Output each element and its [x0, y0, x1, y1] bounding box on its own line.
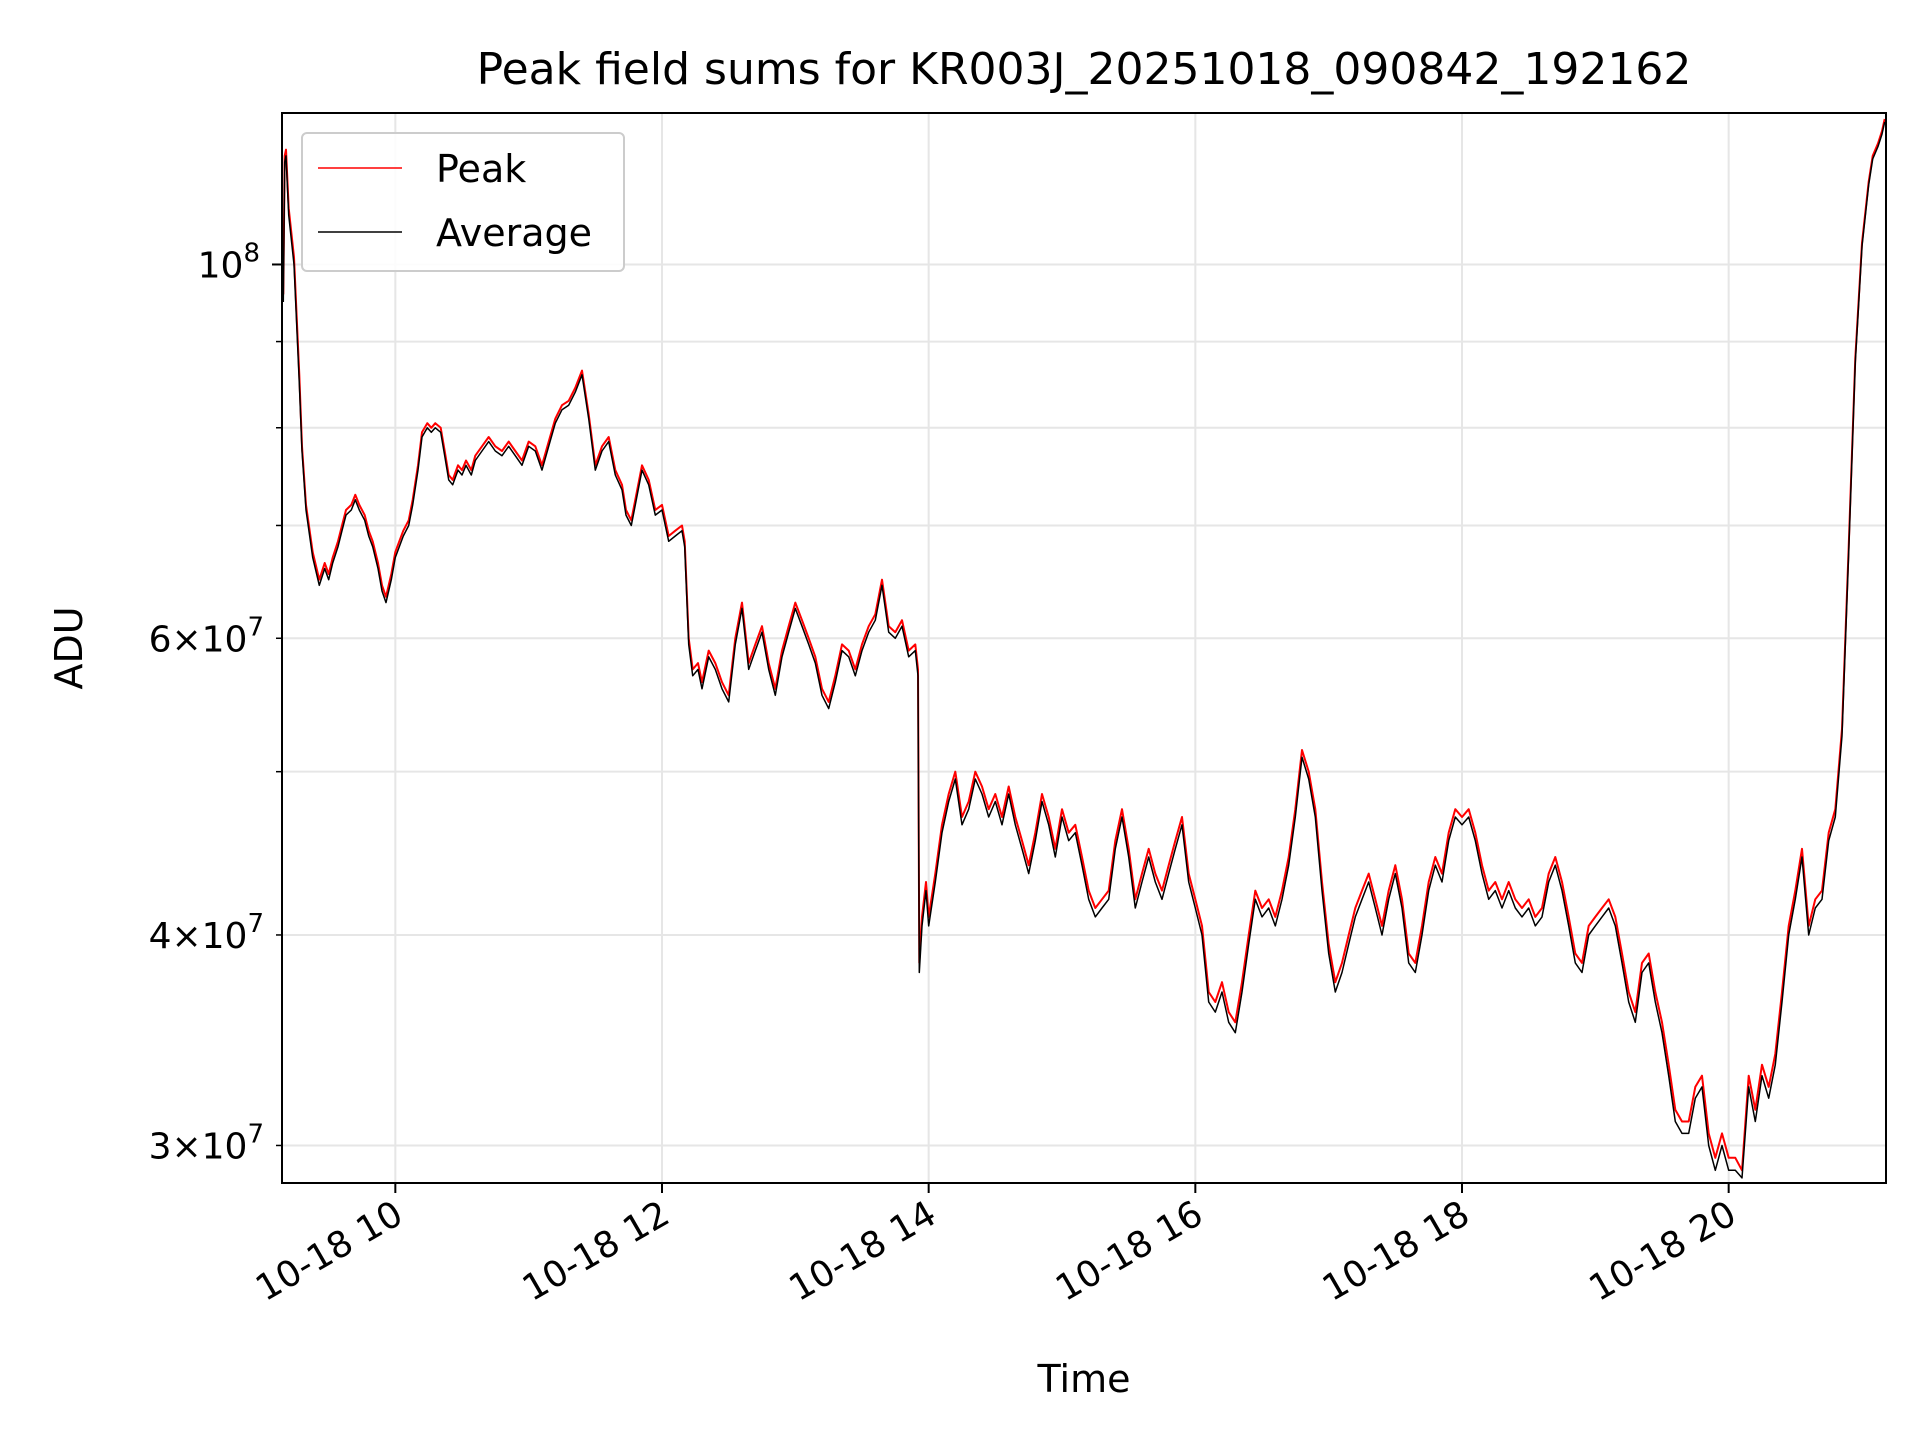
series-line-average [282, 121, 1886, 1179]
legend-peak-label: Peak [436, 147, 526, 191]
y-axis-label: ADU [47, 606, 91, 689]
legend-average-label: Average [436, 211, 592, 255]
y-axis: 108 3×107 4×107 6×107 [149, 238, 282, 1167]
y-tick-label: 4×107 [149, 909, 264, 957]
y-tick-label: 3×107 [149, 1119, 264, 1167]
y-tick-label: 108 [198, 238, 260, 286]
grid [282, 113, 1886, 1183]
series-line-peak [282, 118, 1886, 1172]
plot-frame [281, 112, 1887, 1184]
y-tick-label: 6×107 [149, 612, 264, 660]
chart-title: Peak field sums for KR003J_20251018_0908… [477, 44, 1692, 95]
x-axis-label: Time [1037, 1357, 1131, 1401]
series-group [282, 118, 1886, 1179]
legend: Peak Average [301, 132, 625, 272]
